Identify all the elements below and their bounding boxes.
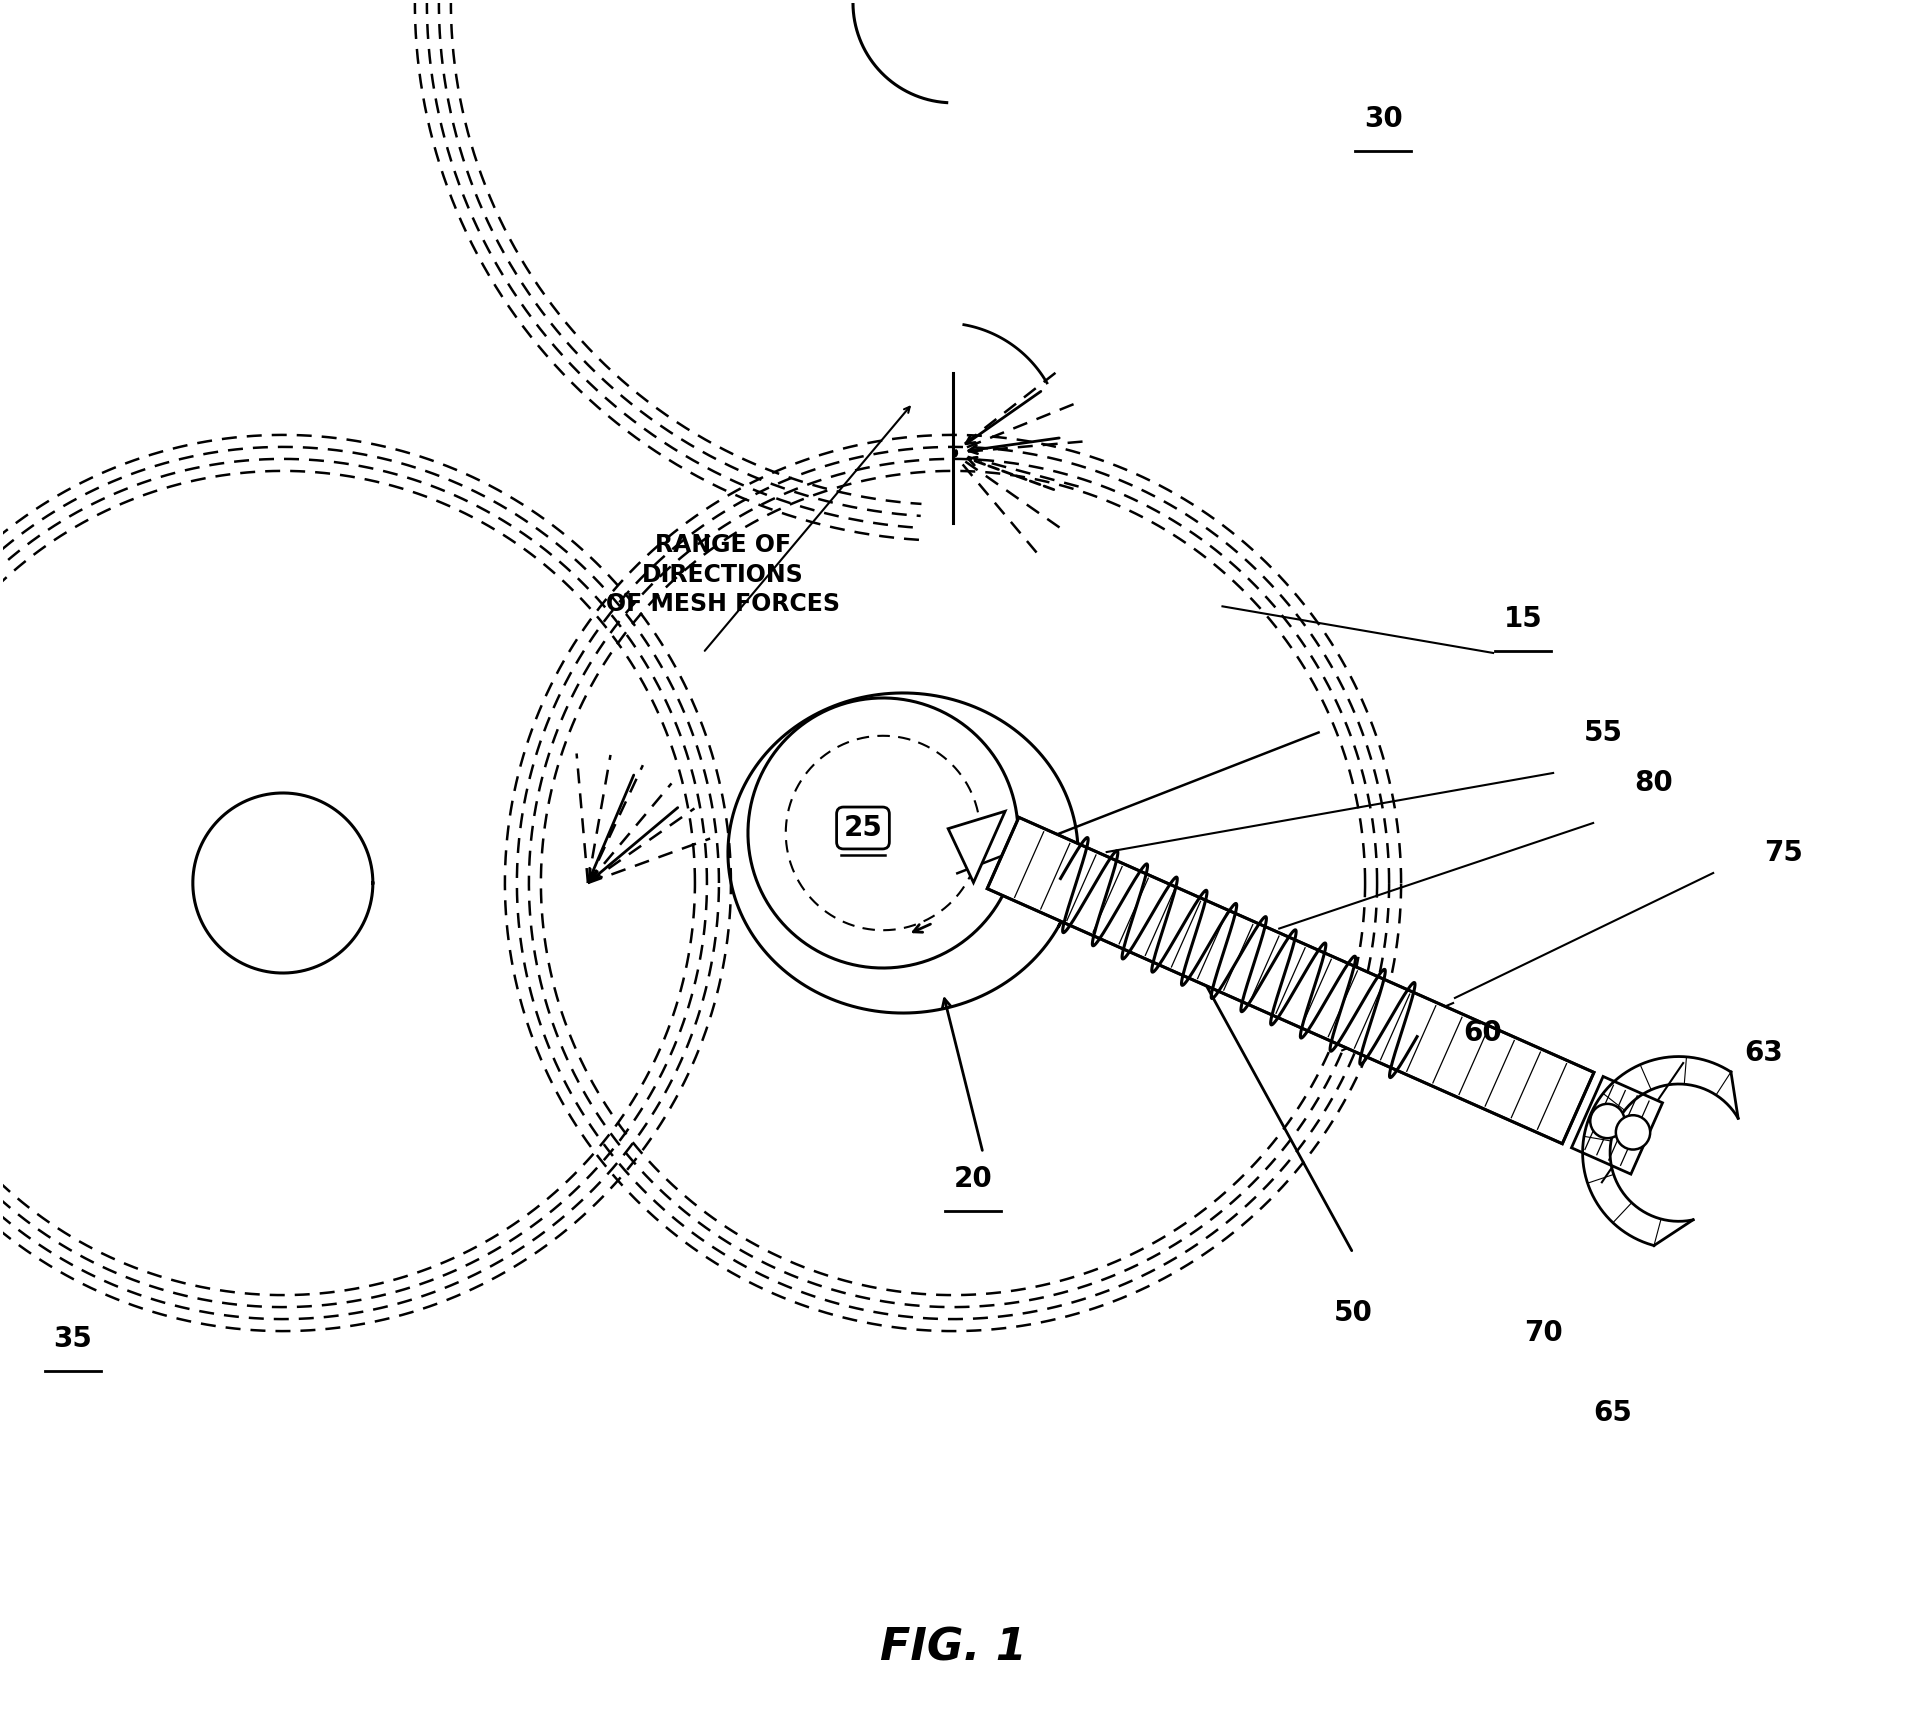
Text: 65: 65 [1593, 1399, 1633, 1427]
Text: 70: 70 [1522, 1319, 1562, 1347]
Text: FIG. 1: FIG. 1 [880, 1627, 1025, 1670]
Circle shape [1615, 1115, 1650, 1149]
Polygon shape [987, 818, 1593, 1144]
Text: 80: 80 [1633, 769, 1673, 797]
Text: 30: 30 [1362, 104, 1402, 134]
Polygon shape [1570, 1076, 1661, 1174]
Circle shape [1589, 1104, 1623, 1139]
Text: 20: 20 [952, 1165, 993, 1193]
Text: 75: 75 [1762, 838, 1802, 866]
Text: 35: 35 [53, 1325, 91, 1352]
Text: RANGE OF
DIRECTIONS
OF MESH FORCES: RANGE OF DIRECTIONS OF MESH FORCES [606, 533, 840, 616]
Text: 50: 50 [1334, 1299, 1372, 1326]
Text: 55: 55 [1583, 719, 1621, 746]
Polygon shape [947, 811, 1004, 882]
Text: 15: 15 [1503, 604, 1541, 634]
Text: 25: 25 [844, 814, 882, 842]
Text: 63: 63 [1743, 1040, 1781, 1068]
Text: 60: 60 [1463, 1019, 1501, 1047]
